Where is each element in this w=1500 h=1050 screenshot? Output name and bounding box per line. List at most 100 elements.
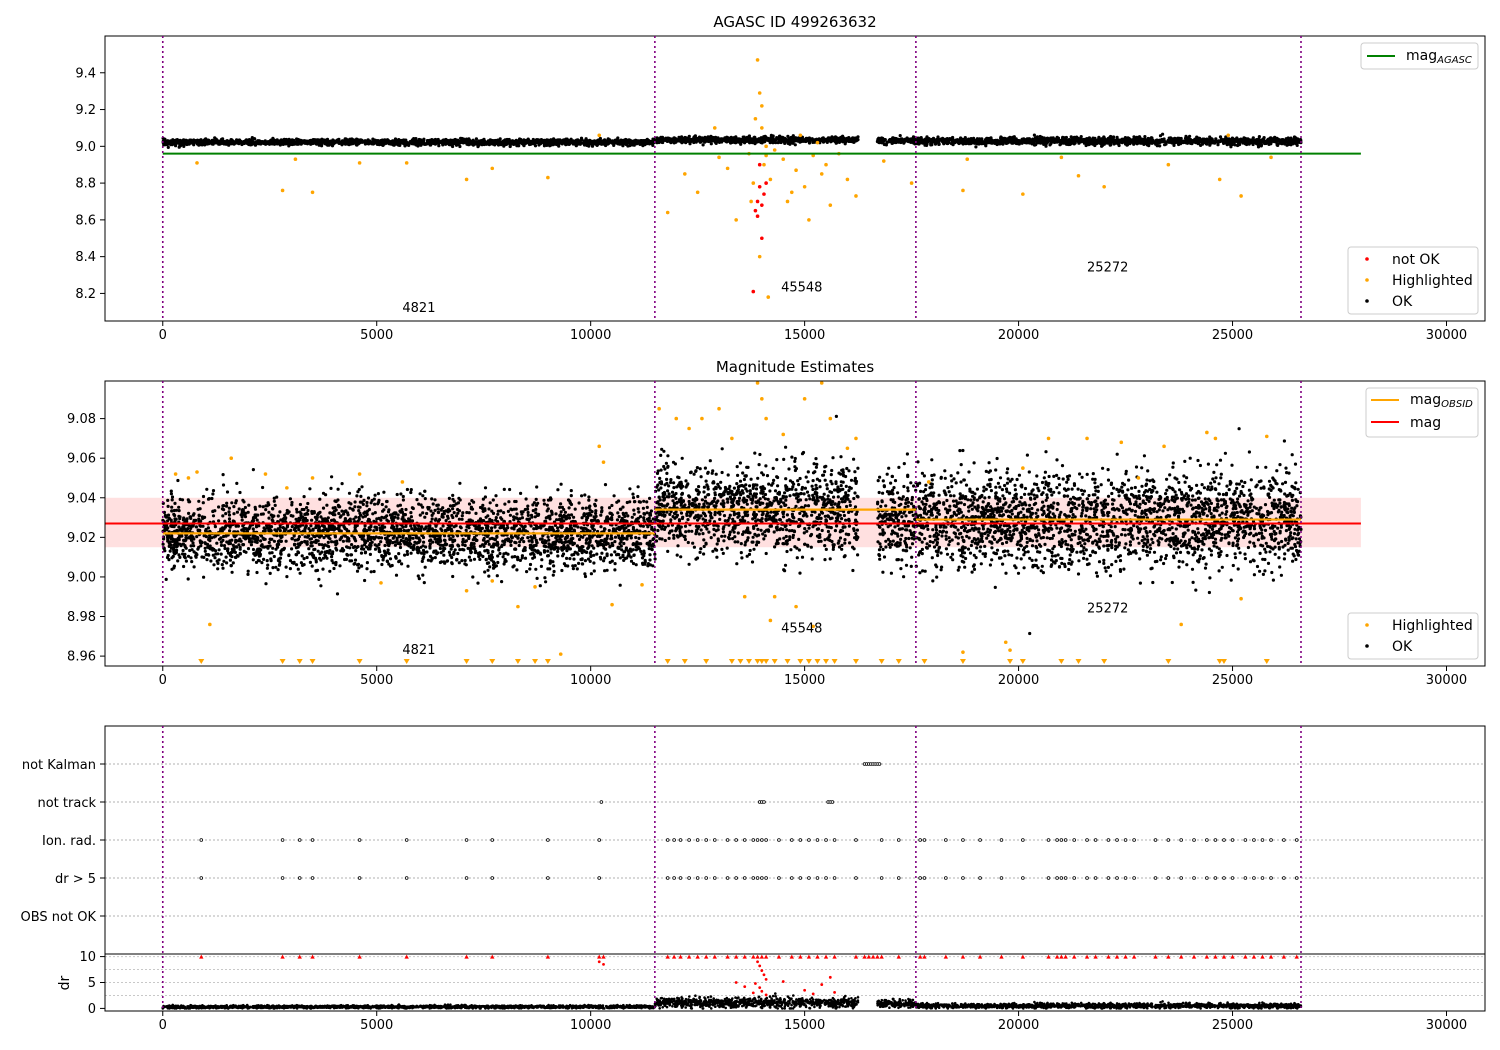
ok-point: [501, 139, 505, 143]
ok-point: [572, 528, 576, 532]
ok-point: [632, 512, 636, 516]
agasc-top-legend: magAGASC: [1360, 42, 1479, 70]
highlighted-point: [768, 177, 773, 182]
highlighted-point: [1102, 184, 1106, 189]
ok-point: [959, 141, 963, 145]
ok-point: [490, 140, 494, 145]
ok-point: [436, 507, 440, 511]
highlighted-point: [665, 210, 670, 215]
ok-point: [1285, 143, 1289, 147]
ok-point: [629, 139, 633, 143]
ok-point: [516, 141, 521, 145]
highlighted-point: [597, 133, 602, 138]
not-ok-point: [760, 203, 764, 207]
ok-point: [1186, 136, 1190, 140]
ok-point: [782, 137, 786, 141]
ok-point: [1084, 143, 1088, 148]
ok-point: [583, 140, 587, 144]
ok-point: [719, 137, 723, 141]
x-tick-label: 15000: [784, 328, 825, 343]
ok-point: [1163, 143, 1167, 147]
ok-point: [458, 144, 462, 149]
ok-point: [422, 581, 426, 585]
ok-point: [856, 135, 860, 139]
highlighted-point: [717, 155, 721, 160]
ok-point: [303, 140, 307, 144]
ok-point: [587, 142, 591, 146]
ok-point: [900, 139, 905, 143]
ok-point: [454, 141, 458, 145]
ok-point: [556, 488, 560, 492]
ok-point: [880, 141, 884, 145]
ok-point: [663, 138, 667, 142]
not-ok-point: [757, 184, 762, 189]
ok-point: [405, 552, 410, 557]
ok-point: [1136, 141, 1140, 145]
ok-point: [786, 134, 790, 138]
ok-point: [1243, 141, 1247, 145]
highlighted-point: [725, 166, 730, 171]
ok-point: [529, 139, 533, 143]
ok-point: [311, 138, 315, 142]
highlighted-point: [280, 188, 285, 193]
ok-point: [311, 141, 315, 146]
legend-ok: OK: [1392, 294, 1413, 310]
ok-point: [650, 140, 654, 144]
ok-point: [752, 138, 756, 142]
ok-point: [595, 552, 599, 556]
ok-point: [272, 499, 276, 503]
ok-point: [1285, 140, 1289, 144]
not-ok-point: [755, 199, 760, 204]
ok-point: [175, 138, 179, 142]
ok-point: [791, 134, 795, 138]
x-tick-label: 0: [159, 328, 167, 343]
ok-point: [674, 140, 678, 144]
ok-point: [545, 138, 549, 142]
not-ok-point: [755, 214, 760, 218]
ok-point: [666, 138, 670, 142]
ok-point: [553, 140, 558, 144]
ok-point: [613, 568, 617, 572]
ok-point: [651, 143, 655, 147]
ok-point: [419, 143, 423, 147]
ok-point: [260, 561, 264, 565]
ok-point: [393, 137, 398, 141]
x-tick-label: 10000: [570, 328, 611, 343]
highlighted-point: [357, 161, 362, 165]
ok-point: [569, 494, 573, 498]
ok-point: [819, 138, 823, 142]
highlighted-point: [807, 218, 811, 222]
ok-point: [1064, 138, 1068, 142]
ok-point: [702, 137, 706, 141]
ok-point: [200, 140, 205, 144]
ok-point: [930, 143, 934, 147]
ok-point: [279, 138, 283, 142]
ok-point: [843, 137, 847, 141]
ok-point: [267, 516, 271, 520]
highlighted-point: [766, 295, 771, 299]
ok-point: [526, 504, 530, 508]
ok-point: [612, 143, 616, 147]
ok-point: [318, 138, 322, 142]
ok-point: [768, 139, 773, 144]
ok-point: [575, 567, 579, 571]
highlighted-point: [695, 190, 700, 195]
highlighted-point: [772, 148, 777, 152]
ok-point: [996, 140, 1001, 144]
ok-point: [615, 518, 620, 522]
highlighted-point: [781, 157, 786, 161]
ok-point: [1108, 137, 1112, 141]
ok-point: [343, 517, 347, 521]
ok-point: [592, 569, 596, 573]
ok-point: [235, 481, 239, 485]
ok-point: [178, 144, 183, 148]
ok-point: [235, 138, 239, 142]
ok-point: [521, 141, 525, 145]
ok-point: [224, 555, 228, 559]
ok-point: [483, 486, 488, 490]
ok-point: [742, 135, 746, 139]
ok-point: [808, 138, 812, 142]
ok-point: [1021, 139, 1025, 143]
ok-point: [363, 139, 367, 143]
ok-point: [927, 138, 931, 142]
